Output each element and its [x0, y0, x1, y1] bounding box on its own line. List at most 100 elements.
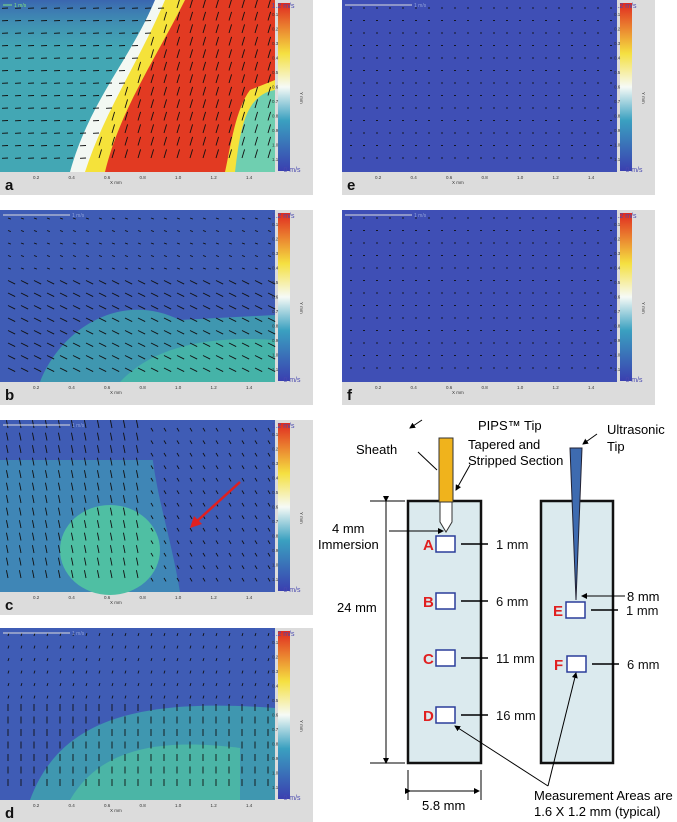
velocity-arrow: [31, 507, 35, 516]
velocity-arrow: [5, 457, 9, 466]
velocity-arrow: [267, 280, 276, 285]
velocity-arrow: [202, 267, 206, 270]
velocity-arrow: [176, 515, 180, 520]
velocity-arrow: [176, 280, 185, 285]
velocity-arrow: [267, 0, 271, 9]
velocity-arrow: [59, 367, 68, 372]
area-letter: C: [423, 651, 434, 668]
velocity-arrow: [267, 61, 272, 71]
velocity-arrow: [98, 242, 102, 245]
velocity-arrow: [124, 86, 129, 96]
velocity-arrow: [163, 658, 166, 662]
velocity-arrow: [33, 367, 42, 372]
velocity-arrow: [70, 482, 74, 491]
velocity-arrow: [122, 495, 126, 504]
velocity-arrow: [215, 74, 220, 84]
velocity-arrow: [189, 111, 194, 121]
y-tick: 1.0: [614, 143, 621, 148]
velocity-arrow: [189, 645, 192, 649]
velocity-arrow: [254, 477, 258, 482]
velocity-arrow: [241, 633, 244, 637]
velocity-arrow: [33, 230, 37, 232]
colorbar-max: 1.2 m/s: [272, 213, 295, 220]
velocity-arrow: [228, 465, 232, 470]
velocity-arrow: [176, 695, 179, 699]
velocity-arrow: [57, 570, 61, 579]
velocity-arrow: [109, 432, 113, 441]
velocity-arrow: [96, 570, 100, 579]
velocity-arrow: [189, 695, 192, 699]
velocity-arrow: [109, 457, 113, 466]
velocity-arrow: [215, 477, 219, 482]
velocity-arrow: [254, 502, 258, 507]
velocity-arrow: [135, 432, 139, 441]
velocity-arrow: [122, 545, 126, 554]
velocity-arrow: [57, 470, 61, 479]
scale-arrow-label: 1 m/s: [14, 3, 27, 9]
velocity-arrow: [241, 670, 244, 674]
velocity-arrow: [18, 570, 22, 579]
velocity-arrow: [124, 305, 133, 310]
colorbar: [278, 631, 290, 799]
velocity-arrow: [150, 367, 159, 372]
velocity-arrow: [7, 305, 16, 310]
measurement-area-b: [435, 592, 456, 610]
velocity-arrow: [202, 24, 207, 34]
velocity-arrow: [241, 515, 245, 520]
velocity-arrow: [5, 432, 9, 441]
velocity-arrow: [189, 280, 198, 285]
velocity-arrow: [228, 305, 237, 310]
velocity-arrow: [267, 565, 271, 570]
colorbar-max: 1.2 m/s: [272, 3, 295, 10]
velocity-arrow: [228, 11, 233, 21]
velocity-arrow: [33, 267, 37, 270]
velocity-arrow: [202, 645, 205, 649]
velocity-arrow: [135, 507, 139, 516]
velocity-arrow: [111, 355, 120, 360]
velocity-arrow: [83, 532, 87, 541]
velocity-arrow: [124, 267, 128, 270]
velocity-arrow: [202, 527, 206, 532]
velocity-arrow: [18, 470, 22, 479]
velocity-arrow: [267, 292, 276, 297]
velocity-arrow: [18, 457, 22, 466]
velocity-arrow: [96, 457, 100, 466]
red-arrowhead-icon: [190, 516, 202, 528]
immersion-label-2: Immersion: [318, 537, 379, 552]
velocity-arrow: [163, 540, 167, 545]
velocity-arrow: [189, 367, 198, 372]
measurement-area-a: [435, 535, 456, 553]
velocity-arrow: [7, 695, 10, 699]
scale-arrow-label: 1 m/s: [414, 3, 427, 9]
velocity-arrow: [267, 465, 271, 470]
velocity-arrow: [150, 230, 154, 232]
x-tick: 0.8: [140, 175, 147, 180]
velocity-arrow: [98, 342, 107, 347]
velocity-arrow: [137, 242, 141, 245]
velocity-arrow: [189, 242, 193, 245]
velocity-arrow: [267, 230, 271, 232]
velocity-arrow: [202, 149, 207, 159]
velocity-arrow: [109, 532, 113, 541]
velocity-arrow: [7, 317, 16, 322]
x-tick: 0.2: [33, 595, 40, 600]
velocity-arrow: [111, 367, 120, 372]
velocity-arrow: [111, 670, 114, 674]
velocity-arrow: [267, 427, 271, 432]
velocity-arrow: [111, 658, 114, 662]
velocity-arrow: [59, 242, 63, 245]
velocity-arrow: [241, 367, 250, 372]
velocity-arrow: [163, 452, 167, 457]
y-tick: 0.3: [272, 461, 279, 466]
x-tick: 0.4: [69, 385, 76, 390]
velocity-arrow: [31, 520, 35, 529]
velocity-arrow: [228, 565, 232, 570]
x-tick: 1.2: [553, 385, 560, 390]
velocity-arrow: [189, 305, 198, 310]
y-tick: 0.1: [272, 640, 279, 645]
velocity-arrow: [176, 124, 181, 134]
velocity-arrow: [163, 292, 172, 297]
velocity-arrow: [189, 658, 192, 662]
panel-label: f: [347, 387, 353, 404]
velocity-arrow: [267, 24, 272, 34]
